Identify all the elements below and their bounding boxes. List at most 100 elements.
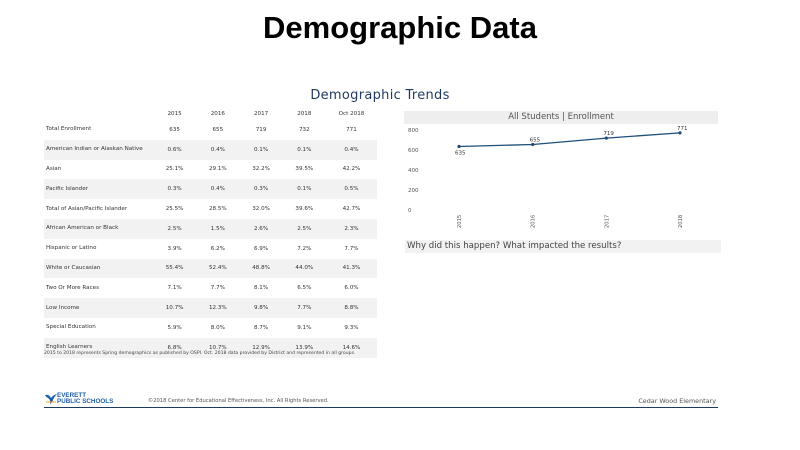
table-cell: 12.9% <box>239 337 283 358</box>
table-cell: 732 <box>282 120 326 140</box>
table-cell: 8.1% <box>239 278 283 299</box>
table-cell: 5.9% <box>153 317 197 338</box>
table-cell: 9.8% <box>239 298 283 318</box>
table-cell: 32.0% <box>239 199 283 219</box>
table-cell: 0.1% <box>239 139 283 160</box>
table-cell: 41.3% <box>325 258 377 279</box>
table-cell: 2.5% <box>282 218 326 239</box>
table-cell: 2.5% <box>153 218 197 239</box>
enrollment-line-chart: 0 200 400 600 800 635 655 719 771 2015 2016 2017 201… <box>408 126 688 228</box>
table-cell: 10.7% <box>153 298 197 318</box>
x-tick-label: 2015 <box>457 215 463 228</box>
data-label: 719 <box>603 131 614 137</box>
table-row: Total of Asian/Pacific Islander 25.5% 28.5… <box>44 199 377 219</box>
slide-title: Demographic Data <box>263 10 537 45</box>
table-cell: 0.4% <box>325 139 377 160</box>
table-cell: 1.5% <box>196 218 240 239</box>
table-cell: 12.3% <box>196 298 240 318</box>
logo-line-2: PUBLIC SCHOOLS <box>57 398 114 406</box>
table-cell: 9.3% <box>325 317 377 338</box>
column-header: 2016 <box>210 111 225 117</box>
table-cell: 7.1% <box>153 278 197 299</box>
x-tick-label: 2018 <box>678 215 684 228</box>
y-tick-label: 800 <box>408 128 419 134</box>
row-label: White or Caucasian <box>44 258 153 279</box>
data-label: 655 <box>530 138 541 144</box>
x-tick-label: 2017 <box>604 215 610 228</box>
table-row: Low Income 10.7% 12.3% 9.8% 7.7% 8.8% <box>44 298 377 318</box>
data-point <box>531 142 535 147</box>
table-cell: 42.7% <box>325 199 377 219</box>
table-row: English Learners 6.8% 10.7% 12.9% 13.9% 14.6% <box>44 337 377 358</box>
logo-line-1: EVERETT <box>57 392 87 399</box>
chart-title: All Students | Enrollment <box>404 111 718 124</box>
table-cell: 6.2% <box>196 238 240 259</box>
row-label: Hispanic or Latino <box>44 238 153 259</box>
table-cell: 635 <box>153 120 197 140</box>
table-row: African American or Black 2.5% 1.5% 2.6% 2.5… <box>44 218 377 239</box>
district-logo: EVERETT PUBLIC SCHOOLS <box>44 392 144 407</box>
table-cell: 655 <box>196 120 240 140</box>
data-point <box>457 144 461 149</box>
data-point <box>678 131 682 135</box>
table-cell: 44.0% <box>282 258 326 279</box>
table-cell: 52.4% <box>196 258 240 279</box>
column-header: 2017 <box>253 111 269 117</box>
table-cell: 32.2% <box>239 159 283 180</box>
logo-text: EVERETT PUBLIC SCHOOLS <box>57 392 114 406</box>
table-footnote: 2015 to 2018 represents Spring demograph… <box>44 351 356 356</box>
row-label: Total of Asian/Pacific Islander <box>44 199 153 219</box>
table-cell: 6.8% <box>153 337 197 358</box>
table-cell: 8.8% <box>325 298 377 318</box>
y-tick-label: 600 <box>408 148 419 154</box>
table-cell: 29.1% <box>196 159 240 180</box>
table-cell: 7.2% <box>282 238 326 259</box>
table-cell: 28.5% <box>196 199 240 219</box>
table-cell: 55.4% <box>153 258 197 279</box>
table-cell: 3.9% <box>153 238 197 259</box>
row-label-header <box>44 108 153 120</box>
row-label: Asian <box>44 159 153 180</box>
table-row: Hispanic or Latino 3.9% 6.2% 6.9% 7.2% 7.7% <box>44 238 377 259</box>
footer-rule <box>44 407 718 408</box>
table-cell: 8.7% <box>239 317 283 338</box>
table-cell: 25.5% <box>153 199 197 219</box>
dashboard-title: Demographic Trends <box>310 88 450 103</box>
table-cell: 0.1% <box>282 139 326 160</box>
table-cell: 6.0% <box>325 278 377 299</box>
table-cell: 9.1% <box>282 317 326 338</box>
y-tick-label: 200 <box>408 188 419 194</box>
table-cell: 6.5% <box>282 278 326 299</box>
table-cell: 0.6% <box>153 139 197 160</box>
table-cell: 48.8% <box>239 258 283 279</box>
x-tick-label: 2016 <box>531 215 537 228</box>
series-line <box>458 132 681 148</box>
table-cell: 2.6% <box>239 218 283 239</box>
reflection-question: Why did this happen? What impacted the r… <box>405 240 721 253</box>
table-cell: 14.6% <box>325 337 377 358</box>
table-row: Pacific Islander 0.3% 0.4% 0.3% 0.1% 0.5% <box>44 179 377 200</box>
demographics-table: 2015 2016 2017 2018 Oct 2018 Total Enrol… <box>44 108 377 358</box>
row-label: Special Education <box>44 317 153 338</box>
school-name: Cedar Wood Elementary <box>638 397 716 405</box>
table-row: Total Enrollment 635 655 719 732 771 <box>44 120 377 140</box>
data-label: 635 <box>455 151 466 157</box>
row-label: African American or Black <box>44 218 153 239</box>
table-row: American Indian or Alaskan Native 0.6% 0.4… <box>44 139 377 160</box>
table-cell: 7.7% <box>196 278 240 299</box>
row-label: English Learners <box>44 337 153 358</box>
copyright: ©2018 Center for Educational Effectivene… <box>148 398 329 404</box>
table-cell: 39.5% <box>282 159 326 180</box>
table-cell: 719 <box>239 120 283 140</box>
table-cell: 0.5% <box>325 179 377 200</box>
table-row: Two Or More Races 7.1% 7.7% 8.1% 6.5% 6.0% <box>44 278 377 299</box>
table-cell: 0.4% <box>196 139 240 160</box>
table-cell: 7.7% <box>325 238 377 259</box>
row-label: Low Income <box>44 298 153 318</box>
table-cell: 0.4% <box>196 179 240 200</box>
column-header: 2018 <box>297 111 312 117</box>
table-cell: 0.3% <box>239 179 283 200</box>
column-header: 2015 <box>167 111 182 117</box>
table-header-row: 2015 2016 2017 2018 Oct 2018 <box>44 108 377 120</box>
table-cell: 0.1% <box>282 179 326 200</box>
